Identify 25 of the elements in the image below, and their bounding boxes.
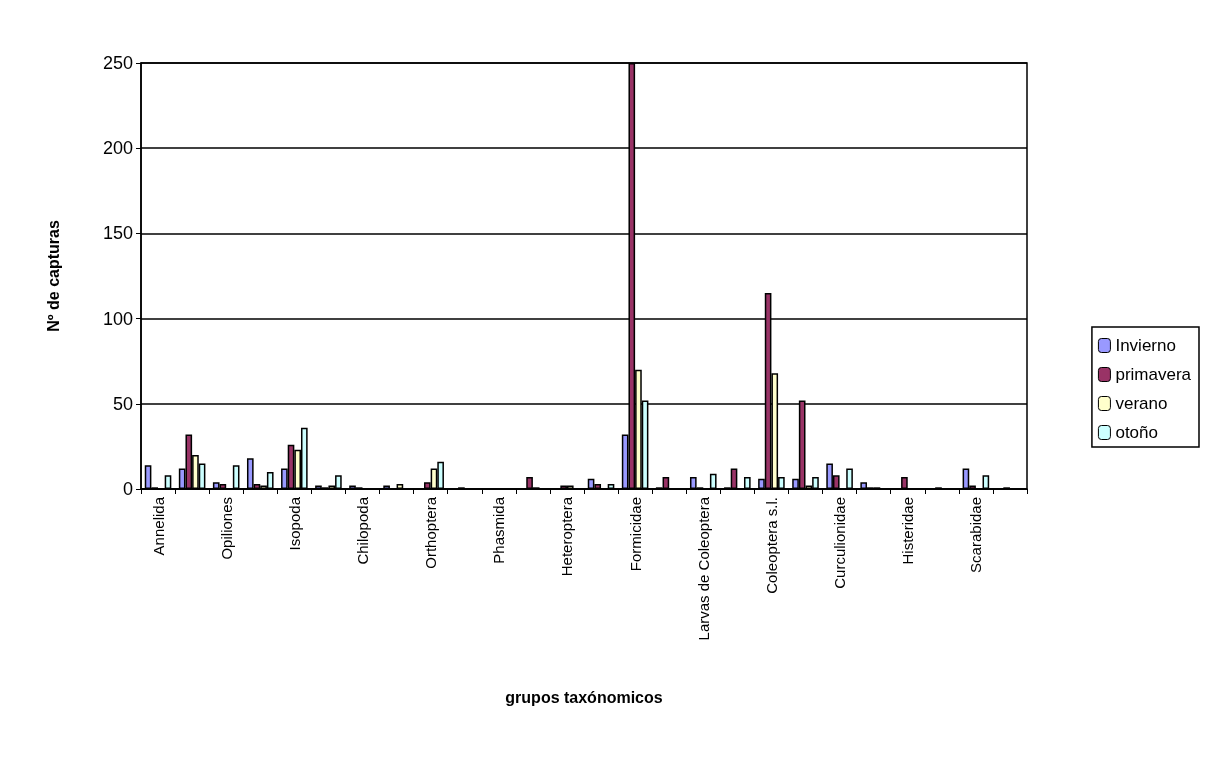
x-tick-label: Chilopoda [354,496,371,565]
x-tick-label: Scarabidae [967,497,985,573]
x-tick-label: Coleoptera s.l. [762,497,780,594]
x-tick-label: Histeridae [899,497,917,565]
legend-label: Invierno [1115,336,1176,355]
y-tick-label: 150 [102,223,133,244]
y-tick-label: 200 [102,138,133,159]
y-tick-label: 250 [102,53,133,73]
x-tick-label: Annelida [149,496,167,556]
x-tick-label: Formicidae [626,497,644,572]
legend-label: otoño [1115,423,1158,442]
x-tick-label: Heteroptera [558,496,576,577]
y-tick-label: 0 [122,479,133,499]
x-tick-label: Curculionidae [831,497,849,589]
x-tick-label: Opiliones [217,497,235,560]
legend-label: primavera [1115,365,1192,384]
y-axis-title: Nº de capturas [44,220,62,332]
x-tick-label: Phasmida [490,496,508,564]
y-tick-label: 100 [102,308,133,329]
x-axis-title: grupos taxónomicos [505,688,663,706]
x-tick-label: Orthoptera [422,496,440,569]
y-tick-label: 50 [112,393,133,414]
x-tick-label: Isopoda [285,496,303,551]
x-tick-label: Larvas de Coleoptera [694,496,712,641]
legend-label: verano [1115,394,1168,413]
